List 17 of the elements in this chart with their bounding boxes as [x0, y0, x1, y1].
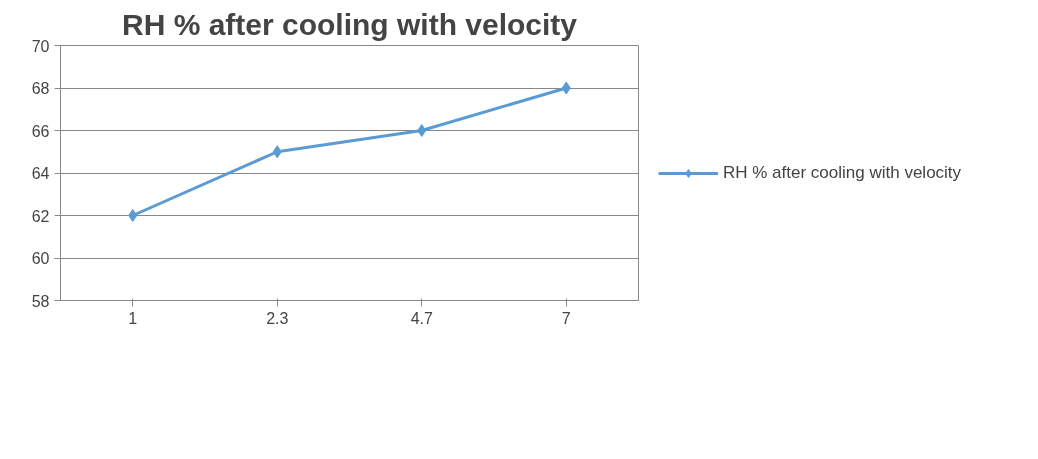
point: [417, 124, 427, 137]
point: [128, 209, 138, 222]
y-tick-label: 62: [31, 207, 50, 225]
x-tick-label: 7: [561, 309, 571, 327]
y-tick-label: 68: [31, 80, 50, 97]
y-tick-label: 66: [31, 122, 50, 140]
x-tick-label: 4.7: [410, 309, 433, 327]
point: [561, 81, 571, 95]
y-tick-label: 58: [31, 292, 50, 310]
chart-title: RH % after cooling with velocity: [121, 7, 578, 41]
y-tick-label: 60: [31, 250, 50, 267]
y-tick-label: 64: [31, 165, 50, 182]
y-tick-label: 70: [31, 37, 50, 55]
point: [272, 145, 282, 159]
x-tick-label: 1: [128, 309, 138, 327]
x-tick-label: 2.3: [266, 309, 289, 327]
legend-label: RH % after cooling with velocity: [723, 162, 962, 183]
